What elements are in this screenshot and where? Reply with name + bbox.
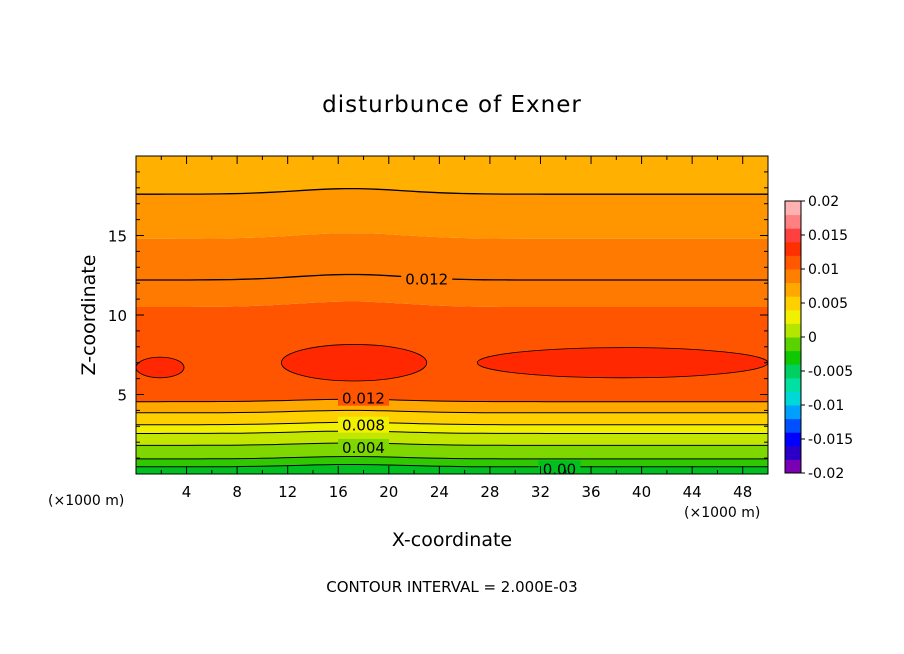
colorbar-segment: [785, 241, 801, 256]
contour-line: [136, 430, 768, 434]
x-tick-label: 44: [683, 483, 702, 501]
contour-band: [136, 188, 768, 239]
colorbar-label: 0.015: [808, 228, 848, 244]
contour-maximum: [136, 356, 185, 379]
contour-line: [136, 456, 768, 460]
colorbar-segment: [785, 296, 801, 311]
contour-label: 0.012: [405, 270, 448, 288]
plot-area: 0.012 0.012 0.008 0.004 0.00: [135, 155, 769, 478]
contour-line: [136, 464, 768, 468]
contour-band: [136, 399, 768, 413]
colorbar-labels: 0.02 0.015 0.01 0.005 0 -0.005 -0.01 -0.015 -0.0…: [801, 194, 853, 482]
x-axis-ticks: 4 8 12 16 20 24 28 32 36 40 44 48: [160, 156, 752, 501]
contour-label: 0.00: [543, 460, 576, 478]
colorbar: [784, 200, 802, 474]
colorbar-segment: [785, 337, 801, 352]
colorbar-segment: [785, 201, 801, 216]
x-tick-label: 16: [329, 483, 348, 501]
y-tick-label: 5: [117, 387, 127, 405]
colorbar-label: 0.005: [808, 296, 848, 312]
x-tick-label: 32: [531, 483, 550, 501]
y-tick-label: 15: [108, 228, 127, 246]
colorbar-segment: [785, 405, 801, 420]
colorbar-label: -0.005: [808, 364, 853, 380]
x-tick-label: 48: [733, 483, 752, 501]
x-axis-label: X-coordinate: [392, 529, 512, 551]
colorbar-segment: [785, 445, 801, 460]
colorbar-label: 0: [808, 330, 817, 346]
contour-band: [136, 443, 768, 459]
x-tick-label: 36: [581, 483, 600, 501]
colorbar-segment: [785, 391, 801, 406]
contour-line: [136, 442, 768, 446]
colorbar-segment: [785, 323, 801, 338]
contour-label: 0.004: [342, 439, 385, 457]
x-tick-label: 40: [632, 483, 651, 501]
contour-line: [136, 409, 768, 414]
contour-label-bg: [338, 438, 390, 455]
contour-line: [136, 398, 768, 403]
colorbar-segment: [785, 255, 801, 270]
contour-band: [136, 156, 768, 195]
x-tick-label: 8: [232, 483, 242, 501]
y-axis-label: Z-coordinate: [78, 255, 100, 376]
colorbar-label: -0.015: [808, 432, 853, 448]
contour-label-bg: [401, 270, 453, 287]
x-tick-label: 12: [278, 483, 297, 501]
contour-maximum: [280, 344, 428, 382]
colorbar-label: 0.01: [808, 262, 839, 278]
colorbar-segment: [785, 364, 801, 379]
x-tick-label: 28: [480, 483, 499, 501]
contour-label-bg: [338, 416, 390, 433]
colorbar-segment: [785, 459, 801, 474]
contour-band: [136, 410, 768, 425]
x-unit-right: (×1000 m): [684, 505, 760, 521]
contour-line: [136, 421, 768, 426]
x-tick-label: 20: [379, 483, 398, 501]
contour-band: [136, 431, 768, 446]
colorbar-label: -0.02: [808, 466, 844, 482]
colorbar-segment: [785, 377, 801, 392]
chart-title: disturbunce of Exner: [322, 92, 582, 118]
x-tick-label: 24: [430, 483, 449, 501]
x-unit-left: (×1000 m): [48, 493, 124, 509]
contour-label: 0.012: [342, 390, 385, 408]
colorbar-segment: [785, 214, 801, 229]
colorbar-segment: [785, 282, 801, 297]
colorbar-label: -0.01: [808, 398, 844, 414]
colorbar-segment: [785, 309, 801, 324]
contour-fill: 0.012 0.012 0.008 0.004 0.00: [136, 156, 768, 478]
contour-label-bg: [338, 389, 390, 406]
y-tick-label: 10: [108, 307, 127, 325]
colorbar-segment: [785, 228, 801, 243]
colorbar-segment: [785, 418, 801, 433]
colorbar-segment: [785, 350, 801, 365]
contour-band: [136, 233, 768, 307]
contour-label: 0.008: [342, 417, 385, 435]
colorbar-segment: [785, 269, 801, 284]
contour-line: [136, 187, 768, 195]
x-tick-label: 4: [182, 483, 192, 501]
contour-maximum: [476, 347, 768, 379]
contour-interval-footer: CONTOUR INTERVAL = 2.000E-03: [326, 578, 577, 596]
y-axis-ticks: 5 10 15: [108, 171, 768, 459]
colorbar-label: 0.02: [808, 194, 839, 210]
colorbar-segment: [785, 432, 801, 447]
contour-label-bg: [538, 460, 581, 474]
